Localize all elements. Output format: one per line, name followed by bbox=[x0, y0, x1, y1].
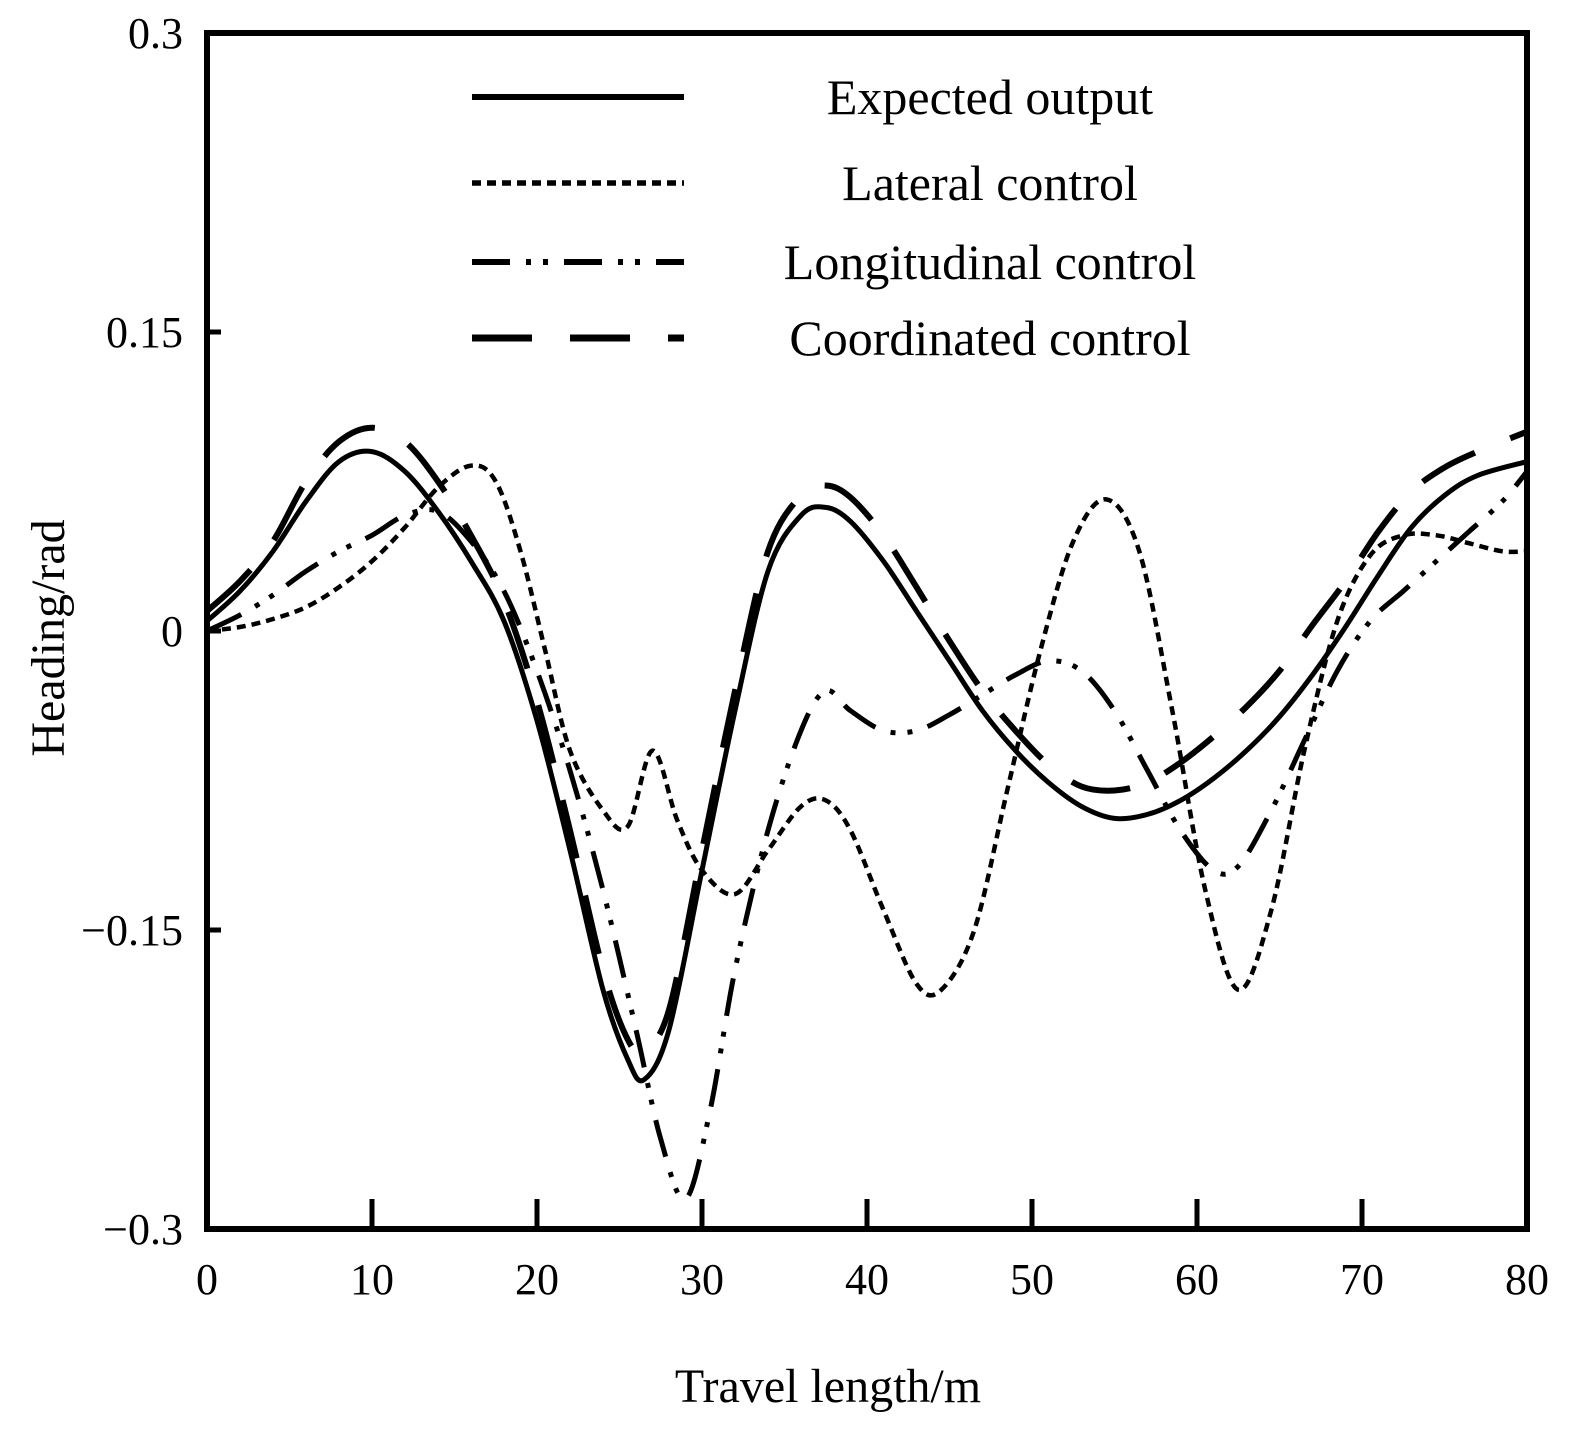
x-tick-label: 60 bbox=[1175, 1255, 1219, 1304]
y-tick-label: −0.3 bbox=[103, 1205, 183, 1254]
x-tick-label: 80 bbox=[1505, 1255, 1549, 1304]
y-tick-label: 0.15 bbox=[106, 308, 183, 357]
x-tick-label: 20 bbox=[515, 1255, 559, 1304]
y-tick-label: −0.15 bbox=[81, 906, 183, 955]
x-tick-label: 70 bbox=[1340, 1255, 1384, 1304]
legend-label-coordinated-control: Coordinated control bbox=[789, 310, 1190, 366]
legend-label-expected-output: Expected output bbox=[827, 69, 1153, 125]
y-axis-title: Heading/rad bbox=[22, 519, 75, 756]
plot-frame bbox=[204, 30, 1530, 1232]
x-tick-label: 10 bbox=[350, 1255, 394, 1304]
x-axis-title: Travel length/m bbox=[675, 1360, 981, 1413]
legend-label-lateral-control: Lateral control bbox=[842, 155, 1138, 211]
axes: 0 10 20 30 40 50 60 70 80 0.3 0.15 0 −0.15 −0.3 bbox=[81, 9, 1549, 1304]
legend: Expected output Lateral control Longitudin… bbox=[472, 69, 1196, 366]
x-tick-label: 30 bbox=[680, 1255, 724, 1304]
y-tick-label: 0.3 bbox=[128, 9, 183, 58]
series-line-expected-output bbox=[205, 448, 1528, 1084]
series-line-lateral-control bbox=[206, 463, 1528, 998]
x-tick-label: 0 bbox=[196, 1255, 218, 1304]
series-line-longitudinal-control bbox=[205, 469, 1529, 1202]
y-tick-label: 0 bbox=[161, 607, 183, 656]
x-tick-label: 40 bbox=[845, 1255, 889, 1304]
series-line-coordinated-control bbox=[204, 424, 1529, 1056]
series-lines bbox=[204, 424, 1529, 1202]
x-tick-label: 50 bbox=[1010, 1255, 1054, 1304]
legend-label-longitudinal-control: Longitudinal control bbox=[784, 234, 1196, 290]
